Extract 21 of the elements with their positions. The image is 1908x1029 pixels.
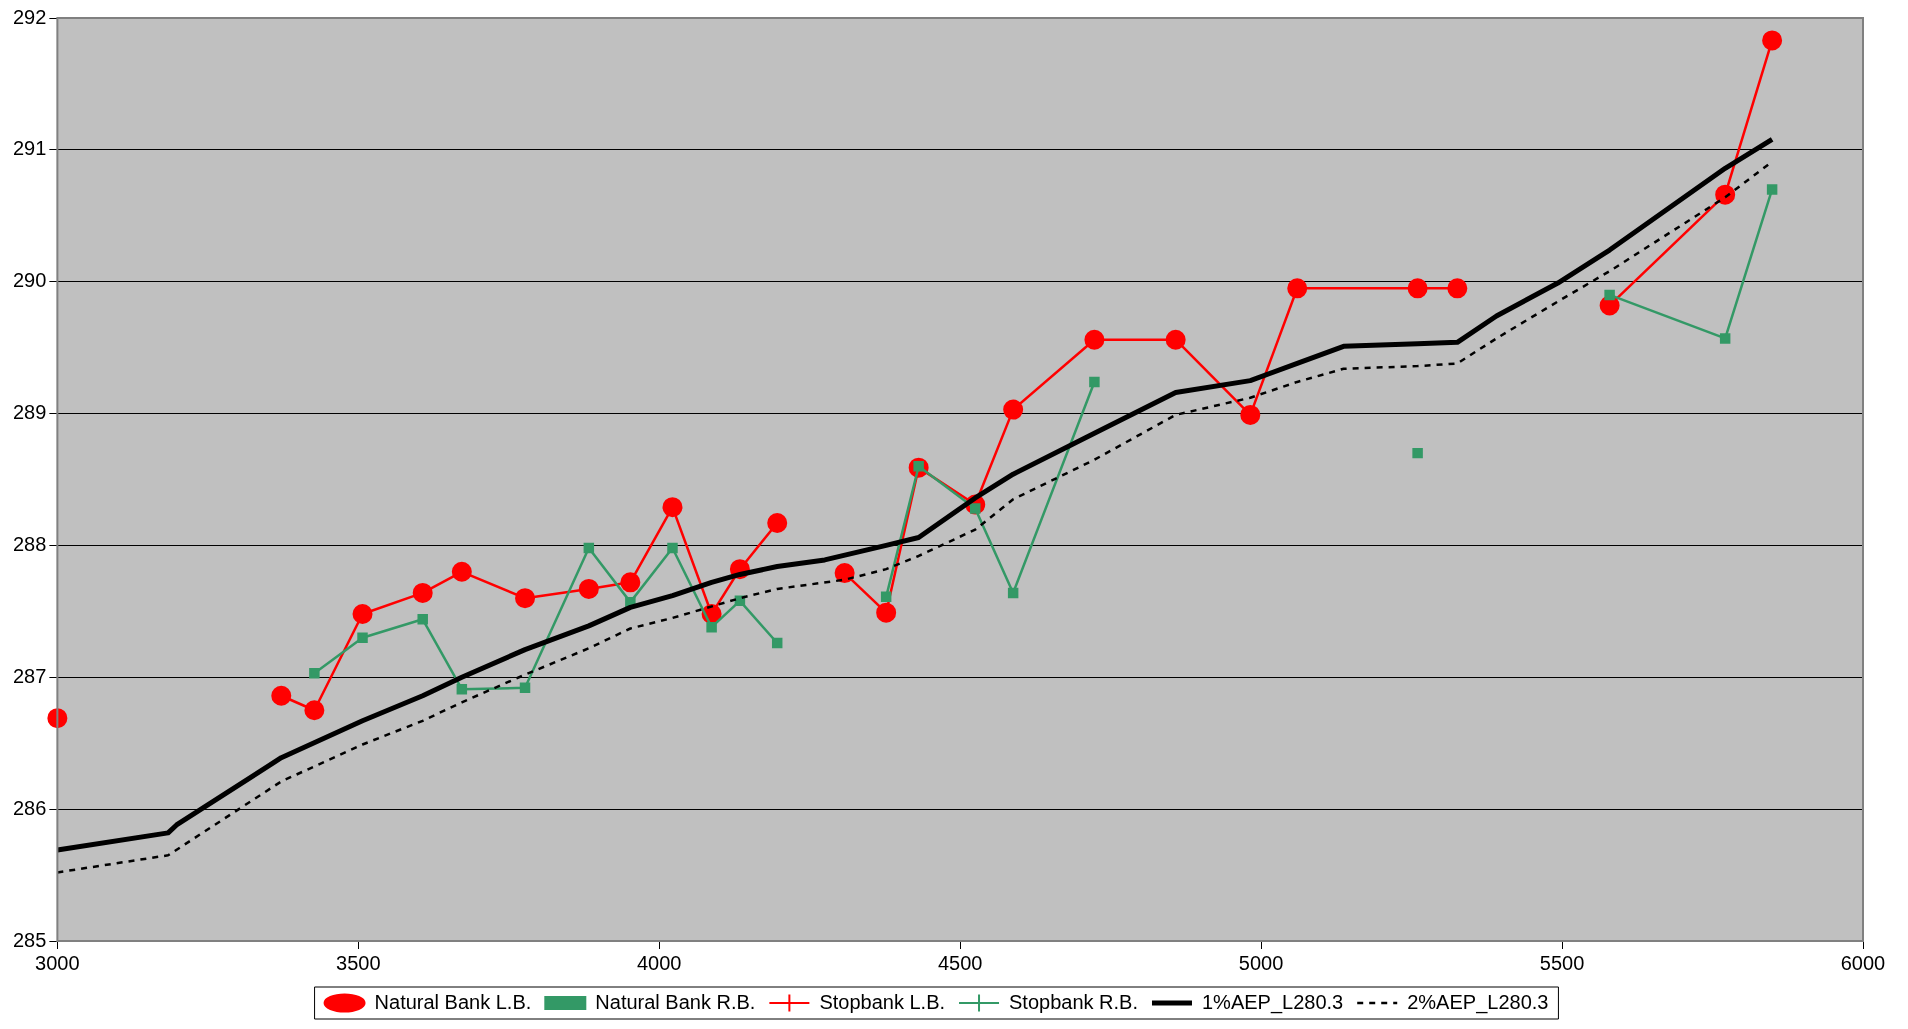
legend-label: Stopbank L.B. xyxy=(819,990,946,1013)
x-tick-label: 5500 xyxy=(1539,951,1585,974)
legend-label: Natural Bank R.B. xyxy=(595,990,756,1013)
x-tick-label: 3000 xyxy=(35,951,80,974)
x-tick-label: 4500 xyxy=(937,951,983,974)
x-tick-label: 4000 xyxy=(637,951,682,974)
legend-label: Natural Bank L.B. xyxy=(374,990,532,1013)
y-tick-label: 287 xyxy=(12,664,47,687)
y-tick-label: 286 xyxy=(12,796,47,819)
x-tick-label: 3500 xyxy=(336,951,381,974)
y-tick-label: 288 xyxy=(12,532,47,555)
y-tick-label: 285 xyxy=(12,928,47,951)
x-tick-label: 6000 xyxy=(1840,951,1886,974)
y-tick-label: 290 xyxy=(12,269,47,292)
x-tick-label: 5000 xyxy=(1238,951,1284,974)
legend-label: 1%AEP_L280.3 xyxy=(1201,990,1344,1014)
y-tick-label: 289 xyxy=(12,401,47,424)
y-tick-label: 291 xyxy=(12,137,47,160)
legend-label: 2%AEP_L280.3 xyxy=(1407,990,1549,1014)
y-tick-label: 292 xyxy=(12,5,47,28)
legend-label: Stopbank R.B. xyxy=(1009,990,1138,1013)
